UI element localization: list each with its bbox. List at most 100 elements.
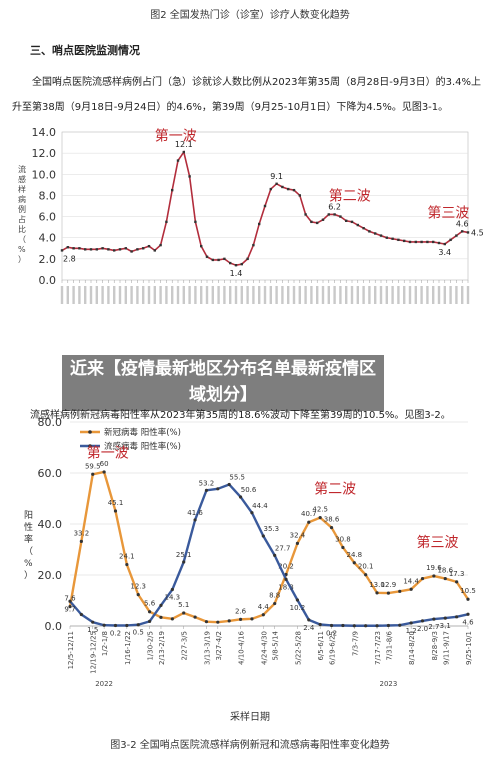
ili-point	[124, 247, 127, 250]
covid-point	[409, 587, 413, 591]
x-tick-label	[350, 286, 354, 304]
y-tick-label: 10.0	[32, 168, 57, 181]
x-tick-label	[211, 286, 214, 304]
overlay-title[interactable]: 近来【疫情最新地区分布名单最新疫情区域划分】	[70, 359, 376, 405]
ili-point	[437, 241, 441, 245]
ili-data-label: 3.4	[438, 248, 451, 257]
x-tick-label	[176, 286, 180, 304]
x-tick-label	[205, 286, 209, 304]
flu-data-label: 0.2	[326, 629, 337, 637]
ili-point	[356, 223, 359, 227]
x-tick-label	[240, 286, 243, 304]
y-tick-label: 2.0	[39, 253, 57, 266]
x-tick-label	[130, 286, 133, 304]
ili-point	[432, 240, 435, 244]
x-tick-label	[356, 286, 359, 304]
ili-point	[345, 219, 348, 222]
covid-data-label: 12.9	[381, 581, 397, 589]
x-tick-label	[136, 286, 139, 304]
flu-point	[295, 598, 300, 602]
ili-point	[89, 248, 93, 251]
covid-point	[182, 611, 186, 615]
x-tick-label	[234, 286, 238, 304]
covid-point	[432, 574, 436, 578]
ili-point	[182, 150, 185, 154]
ili-point	[118, 248, 122, 251]
covid-data-label: 18.6	[437, 567, 453, 575]
covid-point	[273, 601, 277, 606]
paragraph-ili: 全国哨点医院流感样病例占门（急）诊就诊人数比例从2023年第35周（8月28日-…	[12, 77, 481, 113]
covid-data-label: 10.5	[460, 587, 476, 595]
covid-point	[398, 589, 402, 593]
ili-point	[84, 248, 87, 251]
y-tick-label: 4.0	[39, 232, 57, 245]
ili-point	[171, 188, 174, 192]
covid-point	[295, 541, 300, 545]
x-tick-label: 12/5-12/11	[67, 631, 75, 669]
covid-point	[216, 620, 220, 624]
ili-point	[420, 240, 423, 244]
covid-point	[466, 597, 470, 601]
covid-point	[307, 520, 311, 524]
ili-point	[229, 261, 232, 265]
flu-point	[250, 511, 254, 515]
flu-point	[148, 619, 152, 624]
x-tick-label: 1/2-1/8	[101, 631, 109, 656]
ili-point	[95, 248, 98, 251]
ili-point	[165, 220, 168, 224]
x-tick-label	[60, 286, 64, 304]
x-tick-label	[426, 286, 429, 304]
covid-data-label: 30.8	[335, 535, 351, 543]
chart-ili-ratio: 0.0 2.0 4.0 6.0 8.0 10.0 12.0 14.0 流感样病例占比（%） 2.8…	[18, 126, 484, 304]
ili-point	[466, 231, 470, 234]
ili-point	[159, 243, 162, 247]
chart-positivity-rate: 0.0 20.0 40.0 60.0 80.0 阳性率（%） 12/5-12/11 12/19…	[24, 416, 476, 688]
ili-point	[443, 242, 446, 246]
covid-point	[227, 619, 231, 623]
ili-point	[188, 175, 191, 178]
ili-point	[426, 240, 429, 244]
covid-point	[91, 472, 95, 476]
flu-point	[216, 487, 220, 491]
flu-point	[432, 617, 436, 621]
covid-point	[420, 576, 425, 581]
flu-series-line	[69, 483, 469, 627]
wave-annotation: 第二波	[329, 188, 371, 205]
ili-point	[292, 188, 296, 192]
flu-data-label: 53.2	[199, 479, 215, 487]
covid-point	[125, 562, 129, 567]
y-tick-label: 8.0	[39, 189, 57, 202]
y-tick-label: 60.0	[38, 467, 63, 480]
x-tick-label	[229, 286, 232, 304]
x-tick-label	[368, 286, 371, 304]
covid-point	[136, 593, 140, 597]
flu-point	[91, 620, 95, 624]
x-tick-label: 12/19-12/25	[90, 631, 98, 674]
x-tick-label	[171, 286, 174, 304]
ili-point	[200, 244, 203, 248]
ili-data-label: 12.1	[175, 140, 193, 149]
x-tick-label	[443, 286, 446, 304]
section-title: 三、哨点医院监测情况	[30, 44, 140, 57]
x-tick-label	[142, 286, 145, 304]
x-tick-label	[333, 286, 336, 304]
x-tick-label	[153, 286, 156, 304]
x-tick-label: 8/28-9/3	[431, 631, 439, 661]
flu-point	[420, 619, 425, 623]
ili-point	[223, 257, 226, 261]
year-label: 2023	[379, 680, 397, 688]
covid-data-label: 5.6	[144, 600, 156, 608]
x-tick-label: 9/25-10/1	[465, 631, 473, 665]
covid-data-label: 32.4	[290, 531, 306, 539]
y-tick-label: 0.0	[39, 274, 57, 287]
ili-point	[385, 236, 388, 239]
x-tick-label	[147, 286, 151, 304]
flu-point	[284, 577, 288, 581]
x-tick-label	[321, 286, 325, 304]
x-tick-label	[275, 286, 278, 304]
ili-point	[368, 230, 371, 233]
x-tick-label	[466, 286, 470, 304]
x-tick-label	[287, 286, 290, 304]
year-label: 2022	[95, 680, 113, 688]
flu-point	[125, 623, 129, 628]
